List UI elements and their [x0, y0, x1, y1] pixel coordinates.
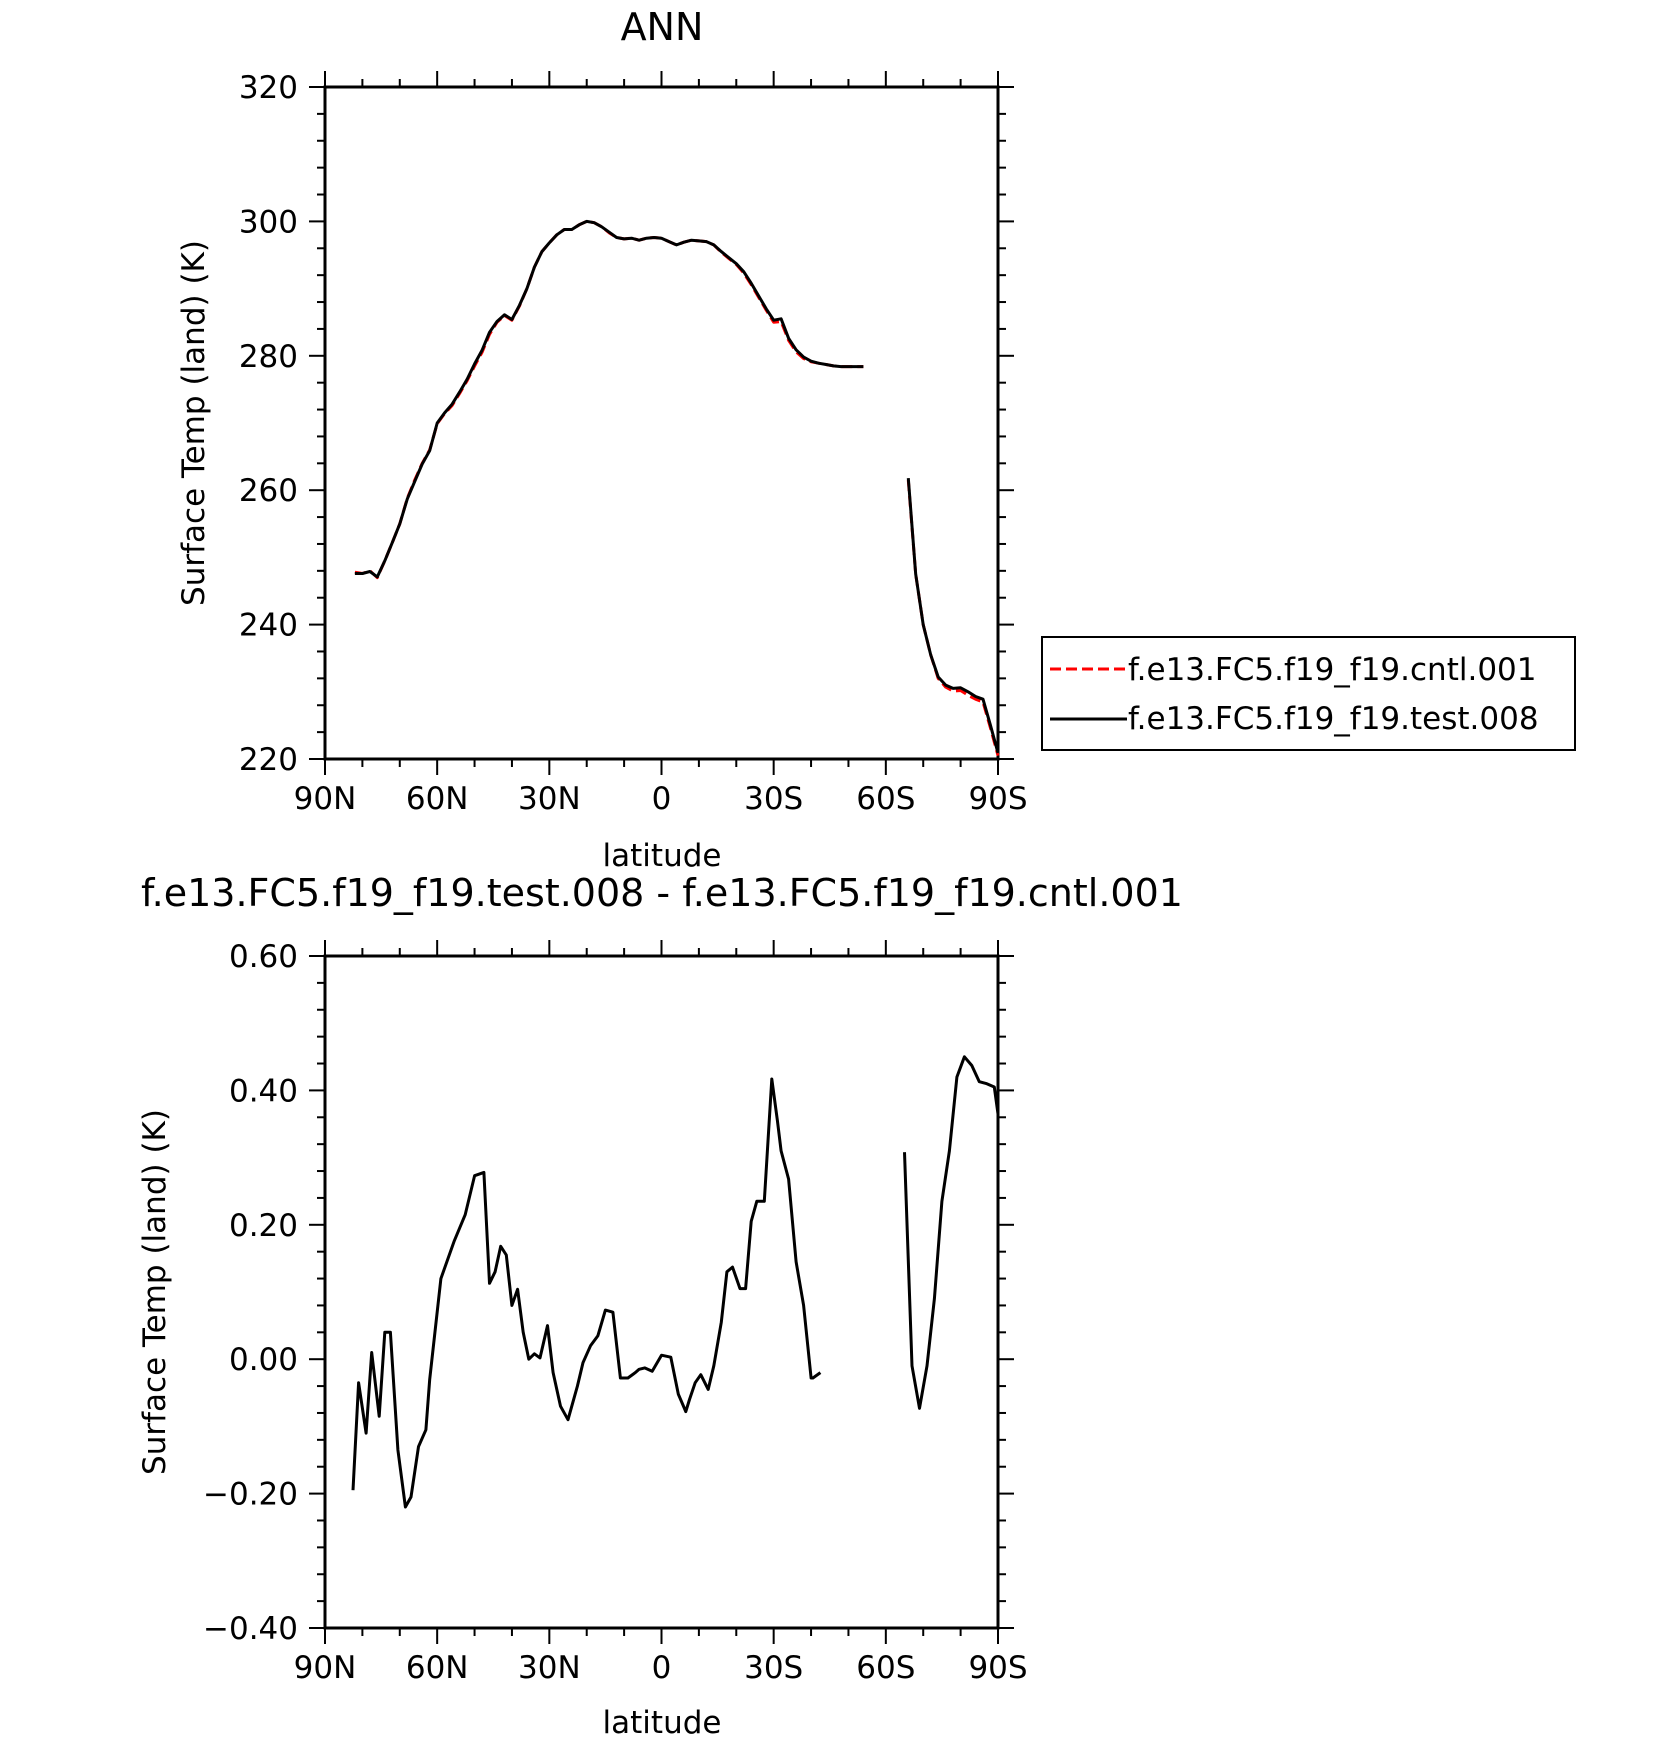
y-tick-label: 0.20: [229, 1208, 298, 1244]
legend-label-test: f.e13.FC5.f19_f19.test.008: [1128, 701, 1539, 737]
plot-area: 90N 60N 30N 0 30S 60S 90S −0.40 −0.20 0.00 0.20 0.4…: [203, 939, 1028, 1686]
x-tick-label: 30N: [518, 1650, 581, 1686]
series-line-1: [354, 219, 864, 579]
x-tick-label: 0: [652, 781, 672, 817]
x-axis-label: latitude: [603, 838, 722, 874]
y-tick-label: 0.40: [229, 1073, 298, 1109]
legend-box: [1041, 636, 1576, 751]
chart-title: ANN: [621, 5, 704, 49]
temperature-panel: ANN 90N 60N 30N 0 30S 60S 90S 220 240 260 280 300 32…: [176, 5, 1576, 874]
x-axis-label: latitude: [603, 1705, 722, 1741]
y-axis-label: Surface Temp (land) (K): [176, 240, 212, 606]
y-tick-label: 300: [239, 204, 298, 240]
x-tick-label: 30S: [744, 1650, 803, 1686]
y-tick-label: 320: [239, 70, 298, 106]
x-tick-label: 90N: [294, 781, 357, 817]
y-tick-label: 0.60: [229, 939, 298, 975]
x-tick-label: 90S: [968, 1650, 1027, 1686]
x-tick-label: 60S: [856, 1650, 915, 1686]
x-tick-label: 30S: [744, 781, 803, 817]
x-tick-label: 0: [652, 1650, 672, 1686]
difference-panel: f.e13.FC5.f19_f19.test.008 - f.e13.FC5.f…: [137, 871, 1183, 1741]
series-line-1: [906, 477, 1000, 754]
y-tick-label: 240: [239, 608, 298, 644]
series-line-0: [903, 1055, 1000, 1410]
plot-frame: [323, 954, 1000, 1630]
y-tick-label: 0.00: [229, 1342, 298, 1378]
y-tick-label: 220: [239, 742, 298, 778]
plot-area: 90N 60N 30N 0 30S 60S 90S 220 240 260 280 300 320: [239, 70, 1028, 817]
series-line-0: [354, 219, 864, 580]
x-tick-label: 30N: [518, 781, 581, 817]
plot-frame: [323, 85, 1000, 761]
y-axis-label: Surface Temp (land) (K): [137, 1109, 173, 1475]
x-tick-label: 90S: [968, 781, 1027, 817]
y-tick-label: −0.20: [203, 1477, 298, 1513]
x-tick-label: 60N: [406, 1650, 469, 1686]
legend-label-cntl: f.e13.FC5.f19_f19.cntl.001: [1128, 652, 1537, 688]
y-tick-label: 280: [239, 339, 298, 375]
legend: f.e13.FC5.f19_f19.cntl.001 f.e13.FC5.f19…: [1041, 636, 1576, 751]
series-line-0: [351, 1077, 822, 1509]
x-tick-label: 90N: [294, 1650, 357, 1686]
y-tick-label: −0.40: [203, 1611, 298, 1647]
difference-title: f.e13.FC5.f19_f19.test.008 - f.e13.FC5.f…: [141, 871, 1183, 915]
x-tick-label: 60N: [406, 781, 469, 817]
x-tick-label: 60S: [856, 781, 915, 817]
y-tick-label: 260: [239, 473, 298, 509]
